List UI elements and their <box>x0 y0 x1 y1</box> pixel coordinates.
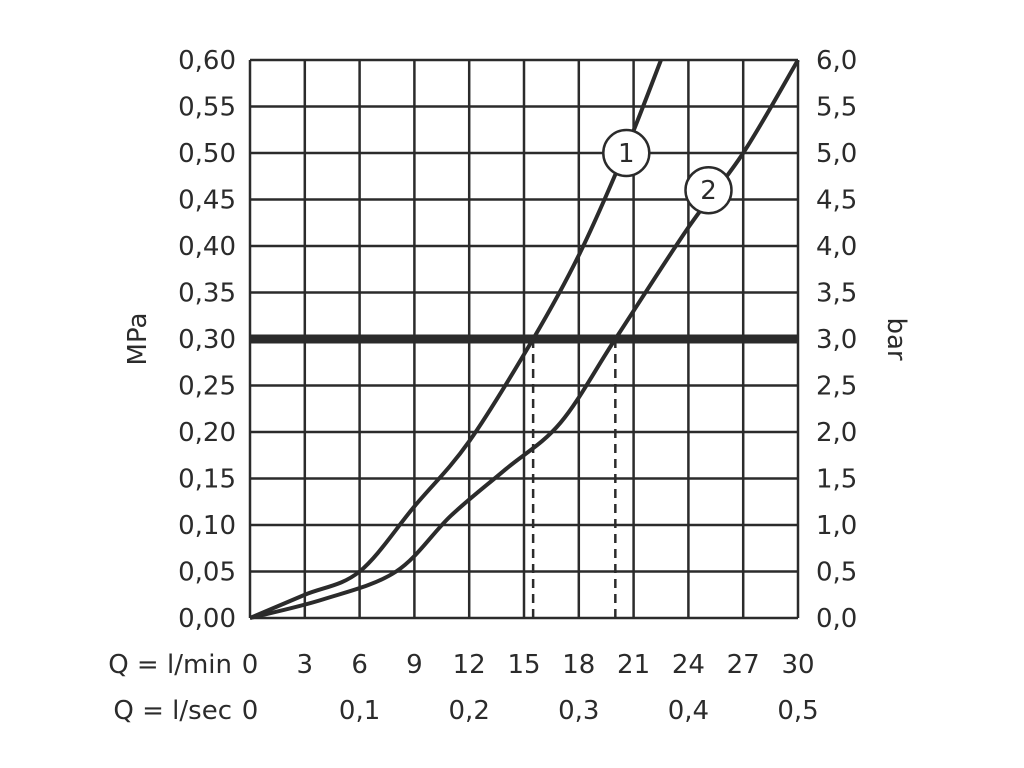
left-tick-label: 0,25 <box>178 372 236 402</box>
left-tick-label: 0,15 <box>178 465 236 495</box>
x-tick-label: 0,2 <box>449 696 490 726</box>
x-tick-label: 30 <box>781 650 814 680</box>
right-tick-label: 2,0 <box>816 418 857 448</box>
right-tick-label: 3,0 <box>816 325 857 355</box>
x-axis-rows: Q = l/min 0 3 6 9 12 15 18 21 24 27 30 Q = l/sec 0 0,1… <box>108 650 818 726</box>
right-axis-title: bar <box>881 317 911 360</box>
x-tick-label: 0,1 <box>339 696 380 726</box>
left-tick-label: 0,35 <box>178 279 236 309</box>
left-tick-label: 0,55 <box>178 93 236 123</box>
left-tick-label: 0,45 <box>178 186 236 216</box>
left-axis-ticks: 0,00 0,05 0,10 0,15 0,20 0,25 0,30 0,35 0,40 0,45… <box>178 46 236 634</box>
left-tick-label: 0,00 <box>178 604 236 634</box>
x-row-label: Q = l/min <box>108 650 232 680</box>
x-tick-label: 21 <box>617 650 650 680</box>
left-tick-label: 0,30 <box>178 325 236 355</box>
x-tick-label: 15 <box>507 650 540 680</box>
x-tick-label: 9 <box>406 650 423 680</box>
x-tick-label: 6 <box>351 650 368 680</box>
left-tick-label: 0,40 <box>178 232 236 262</box>
right-tick-label: 4,5 <box>816 186 857 216</box>
right-tick-label: 0,0 <box>816 604 857 634</box>
right-tick-label: 3,5 <box>816 279 857 309</box>
x-tick-label: 24 <box>672 650 705 680</box>
right-tick-label: 1,5 <box>816 465 857 495</box>
series-marker-label-2: 2 <box>700 176 717 206</box>
left-tick-label: 0,05 <box>178 558 236 588</box>
left-tick-label: 0,60 <box>178 46 236 76</box>
left-axis-title: MPa <box>123 313 153 366</box>
right-tick-label: 1,0 <box>816 511 857 541</box>
left-tick-label: 0,50 <box>178 139 236 169</box>
dashed-marker-group <box>531 339 617 618</box>
x-tick-label: 0,3 <box>558 696 599 726</box>
x-row-label: Q = l/sec <box>113 696 232 726</box>
x-tick-label: 12 <box>453 650 486 680</box>
right-tick-label: 4,0 <box>816 232 857 262</box>
series-marker-circle-2 <box>684 165 733 215</box>
series-marker-group: 12 <box>602 128 733 215</box>
right-tick-label: 0,5 <box>816 558 857 588</box>
x-tick-label: 0 <box>242 696 259 726</box>
x-tick-label: 0 <box>242 650 259 680</box>
right-axis-ticks: 0,0 0,5 1,0 1,5 2,0 2,5 3,0 3,5 4,0 4,5 5,0 5,5 6,0 <box>816 46 857 634</box>
left-tick-label: 0,10 <box>178 511 236 541</box>
left-tick-label: 0,20 <box>178 418 236 448</box>
right-tick-label: 5,5 <box>816 93 857 123</box>
series-marker-circle-1 <box>602 128 651 178</box>
right-tick-label: 2,5 <box>816 372 857 402</box>
x-tick-label: 27 <box>727 650 760 680</box>
x-tick-label: 3 <box>297 650 314 680</box>
series-line-1 <box>249 59 663 620</box>
series-marker-label-1: 1 <box>618 139 635 169</box>
x-tick-label: 18 <box>562 650 595 680</box>
right-tick-label: 5,0 <box>816 139 857 169</box>
x-tick-label: 0,5 <box>777 696 818 726</box>
x-tick-label: 0,4 <box>668 696 709 726</box>
right-tick-label: 6,0 <box>816 46 857 76</box>
